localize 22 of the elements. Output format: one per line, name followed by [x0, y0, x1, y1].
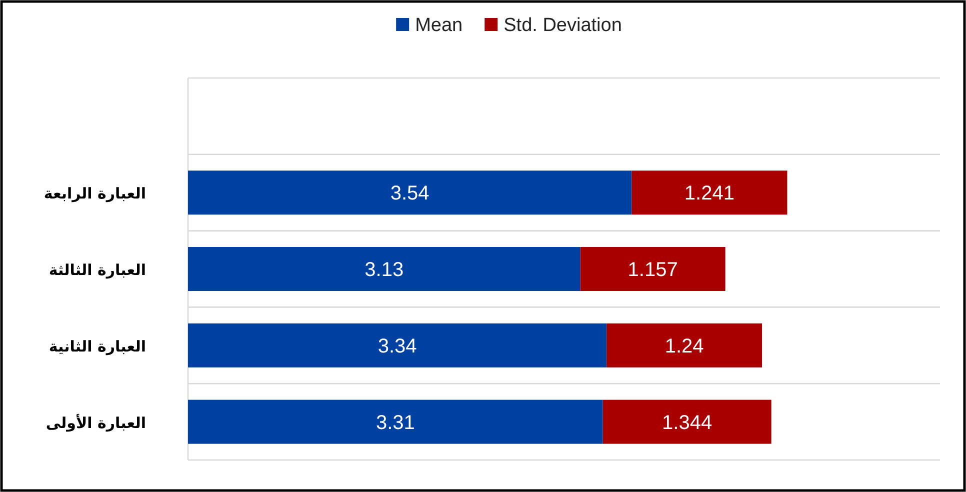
data-label: 1.157: [628, 259, 678, 281]
data-label: 3.54: [390, 182, 430, 205]
y-tick-label: العبارة الأولى: [46, 412, 146, 432]
bar: [632, 170, 788, 215]
bar: [188, 400, 603, 444]
bar: [606, 323, 762, 368]
data-label: 3.13: [364, 259, 404, 281]
data-label: 1.344: [662, 412, 712, 434]
bar: [580, 247, 726, 291]
y-tick-label: العبارة الثالثة: [48, 261, 146, 279]
data-label: 3.34: [378, 335, 417, 358]
bar: [188, 323, 607, 368]
y-tick-label: العبارة الرابعة: [44, 184, 146, 203]
data-label: 1.24: [664, 335, 704, 358]
bar: [188, 247, 580, 291]
legend-label: Std. Deviation: [504, 15, 622, 36]
legend-label: Mean: [415, 15, 463, 36]
data-label: 3.31: [376, 412, 415, 434]
y-tick-label: العبارة الثانية: [48, 337, 146, 356]
bar: [602, 400, 772, 444]
bar: [188, 170, 632, 215]
data-label: 1.241: [684, 182, 734, 205]
